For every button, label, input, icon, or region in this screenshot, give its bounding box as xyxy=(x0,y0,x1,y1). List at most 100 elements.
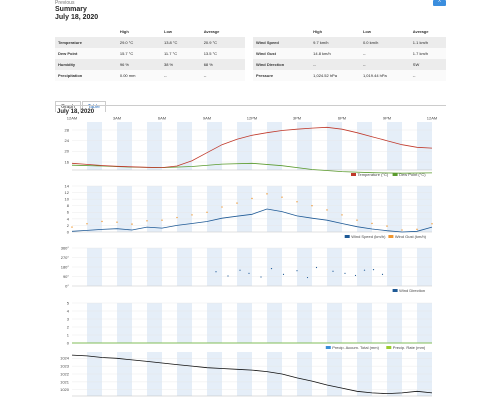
row-label: Wind Gust xyxy=(253,48,311,59)
wind-direction-point xyxy=(381,273,384,275)
table-cell: -- xyxy=(359,48,410,59)
tab-table[interactable]: Table xyxy=(81,101,106,112)
hour-band xyxy=(237,186,252,232)
right-table-header-1: High xyxy=(310,26,360,37)
wind-gust-point xyxy=(266,193,268,195)
previous-link[interactable]: Previous xyxy=(55,0,75,6)
table-row: Dew Point 15.7 °C 11.7 °C 13.5 °C xyxy=(55,48,245,59)
table-row: Humidity 96 % 38 % 68 % xyxy=(55,59,245,70)
left-table-header-2: Low xyxy=(161,26,201,37)
wind-gust-point xyxy=(71,226,73,228)
hour-band xyxy=(177,186,192,232)
legend-label: Precip. Accum. Total (mm) xyxy=(332,345,379,350)
table-cell: -- xyxy=(409,70,446,81)
wind-direction-point xyxy=(239,269,241,271)
tab-graph[interactable]: Graph xyxy=(55,101,81,112)
legend-label: Temperature (°C) xyxy=(358,172,389,177)
table-cell: 96 % xyxy=(116,59,161,70)
hour-band xyxy=(87,303,102,343)
wind-gust-point xyxy=(356,219,358,221)
hour-band xyxy=(147,186,162,232)
wind-gust-point xyxy=(416,228,418,231)
hour-band xyxy=(207,303,222,343)
y-tick-label: 1020 xyxy=(60,387,70,392)
y-tick-label: 5 xyxy=(67,300,70,305)
table-cell: -- xyxy=(359,59,410,70)
table-row: Temperature 29.0 °C 13.8 °C 20.9 °C xyxy=(55,37,245,48)
wind-gust-point xyxy=(386,225,388,227)
scroll-top-button[interactable]: ^ xyxy=(433,0,446,6)
table-row: Precipitation 0.00 mm -- -- xyxy=(55,70,245,81)
wind-gust-point xyxy=(401,229,403,231)
x-tick-label: 12AM xyxy=(427,116,437,121)
view-tabs: Graph Table xyxy=(55,95,107,112)
wind-direction-point xyxy=(260,276,262,278)
wind-gust-point xyxy=(146,220,148,222)
wind-direction-point xyxy=(354,274,357,277)
wind-direction-point xyxy=(306,276,309,279)
y-tick-label: 1021 xyxy=(60,379,70,384)
left-table-header-1: High xyxy=(116,26,161,37)
table-cell: 1,019.44 hPa xyxy=(359,70,410,81)
hour-band xyxy=(357,303,372,343)
y-tick-label: 3 xyxy=(67,316,70,321)
hour-band xyxy=(177,122,192,170)
y-tick-label: 1023 xyxy=(60,364,70,369)
legend-label: Precip. Rate (mm) xyxy=(393,345,426,350)
legend-swatch xyxy=(351,173,356,176)
table-cell: 68 % xyxy=(200,59,245,70)
chart-date: July 18, 2020 xyxy=(57,109,95,115)
wind-gust-point xyxy=(296,201,298,203)
hour-band xyxy=(87,122,102,170)
y-tick-label: 10 xyxy=(65,197,70,202)
wind-direction-point xyxy=(248,272,250,274)
hour-band xyxy=(117,303,132,343)
table-cell: 14.8 km/h xyxy=(310,48,360,59)
row-label: Wind Direction xyxy=(253,59,311,70)
wind-direction-point xyxy=(215,271,217,273)
hour-band xyxy=(177,303,192,343)
table-cell: 11.7 °C xyxy=(161,48,201,59)
table-row: Wind Direction -- -- SW xyxy=(253,59,446,70)
hour-band xyxy=(147,303,162,343)
hour-band xyxy=(237,122,252,170)
wind-gust-point xyxy=(206,211,208,213)
hour-band xyxy=(327,186,342,232)
hour-band xyxy=(357,186,372,232)
table-row: Wind Gust 14.8 km/h -- 1.7 km/h xyxy=(253,48,446,59)
summary-table-right: High Low Average Wind Speed 9.7 km/h 0.0 km/h… xyxy=(253,26,446,81)
y-tick-label: 1024 xyxy=(60,356,70,361)
wind-direction-point xyxy=(363,269,366,271)
y-tick-label: 0° xyxy=(65,283,69,288)
temperature-line xyxy=(71,126,433,169)
legend-label: Wind Speed (km/h) xyxy=(351,234,386,239)
row-label: Precipitation xyxy=(55,70,117,81)
legend-swatch xyxy=(392,289,398,292)
wind-direction-point xyxy=(332,270,334,272)
hour-band xyxy=(147,122,162,170)
wind-direction-point xyxy=(315,266,318,269)
wind-direction-point xyxy=(372,269,375,271)
hour-band xyxy=(267,303,282,343)
wind-direction-point xyxy=(227,275,229,277)
row-label: Humidity xyxy=(55,59,117,70)
x-tick-label: 3PM xyxy=(293,116,301,121)
wind-gust-point xyxy=(176,216,178,219)
legend-swatch xyxy=(325,346,331,349)
wind-speed-line xyxy=(71,208,433,233)
y-tick-label: 0 xyxy=(67,340,70,345)
hour-band xyxy=(417,303,432,343)
y-tick-label: 20 xyxy=(65,149,70,154)
hour-band xyxy=(117,186,132,232)
table-cell: 15.7 °C xyxy=(116,48,161,59)
wind-direction-point xyxy=(296,270,298,272)
table-cell: 1.1 km/h xyxy=(409,37,446,48)
wind-gust-point xyxy=(311,205,313,207)
legend-label: Dew Point (°C) xyxy=(399,172,426,177)
row-label: Dew Point xyxy=(55,48,117,59)
wind-gust-point xyxy=(161,219,163,221)
hour-band xyxy=(387,303,402,343)
wind-gust-point xyxy=(116,221,118,223)
hour-band xyxy=(387,122,402,170)
